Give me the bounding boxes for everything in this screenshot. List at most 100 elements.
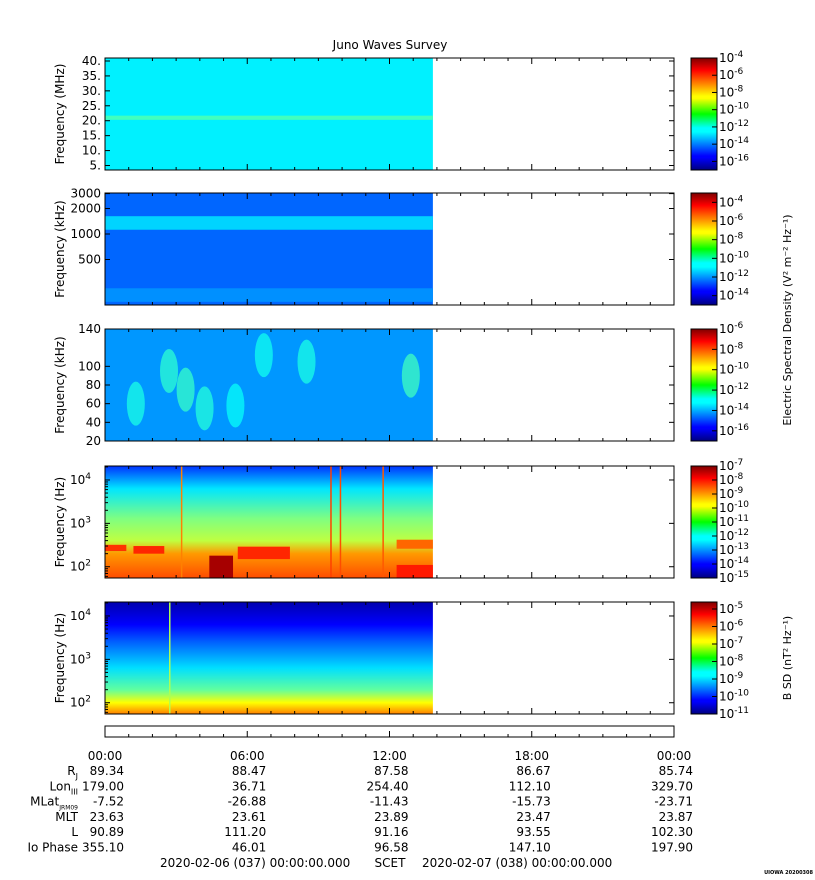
chart-title: Juno Waves Survey bbox=[332, 38, 448, 52]
colorbar-tick-label: 10-8 bbox=[719, 341, 744, 356]
emission-feature bbox=[176, 367, 195, 412]
colorbar-tick-exponent: -4 bbox=[734, 50, 743, 60]
ephemeris-value: 197.90 bbox=[651, 841, 693, 855]
y-tick-label: 40 bbox=[86, 415, 101, 429]
colorbar bbox=[690, 192, 718, 306]
intense-emission bbox=[133, 546, 165, 554]
spectrogram-background bbox=[105, 466, 433, 578]
ephemeris-value: 86.67 bbox=[516, 764, 550, 778]
ephemeris-table: RJ 89.34 88.47 87.58 86.67 85.74 LonIII 179.00 3… bbox=[27, 764, 693, 855]
ephemeris-value: 36.71 bbox=[232, 779, 266, 793]
ephemeris-value: 46.01 bbox=[232, 841, 266, 855]
spectrogram-panel-1: 40.35.30.25.20.15.10.5. Frequency (MHz) 10… bbox=[53, 50, 749, 173]
colorbar-tick-exponent: -16 bbox=[734, 423, 749, 433]
ephemeris-value: 23.61 bbox=[232, 810, 266, 824]
colorbar-tick-exponent: -9 bbox=[734, 486, 743, 496]
colorbar-tick-label: 10-7 bbox=[719, 636, 743, 651]
spectrogram-background bbox=[105, 58, 433, 170]
ephemeris-value: 23.47 bbox=[516, 810, 550, 824]
y-tick-label: 1000 bbox=[70, 227, 101, 241]
ephemeris-value: 88.47 bbox=[232, 764, 266, 778]
y-tick-exponent: 2 bbox=[85, 559, 91, 569]
ephemeris-value: 89.34 bbox=[90, 764, 124, 778]
time-tick-label: 18:00 bbox=[514, 749, 549, 763]
colorbar-tick-label: 10-9 bbox=[719, 486, 744, 501]
y-tick-label: 500 bbox=[78, 252, 101, 266]
spectrogram-panels: 40.35.30.25.20.15.10.5. Frequency (MHz) 10… bbox=[53, 50, 794, 721]
colorbar-tick-exponent: -10 bbox=[734, 362, 749, 372]
y-tick-exponent: 3 bbox=[85, 515, 91, 525]
emission-feature bbox=[254, 333, 273, 378]
colorbar-tick-exponent: -9 bbox=[734, 671, 743, 681]
ephemeris-value: 91.16 bbox=[374, 825, 408, 839]
colorbar-tick-exponent: -11 bbox=[734, 514, 749, 524]
emission-band bbox=[105, 216, 433, 230]
colorbar-tick-label: 10-8 bbox=[719, 654, 744, 669]
y-tick-label: 104 bbox=[70, 472, 91, 487]
footer-end-time: 2020-02-07 (038) 00:00:00.000 bbox=[422, 856, 612, 870]
colorbar-tick-exponent: -4 bbox=[734, 194, 743, 204]
colorbar-tick-exponent: -11 bbox=[734, 706, 749, 716]
spectrogram-background bbox=[105, 602, 433, 714]
colorbar-tick-exponent: -5 bbox=[734, 601, 743, 611]
colorbar-tick-label: 10-8 bbox=[719, 472, 744, 487]
y-axis-label: Frequency (Hz) bbox=[53, 477, 67, 568]
colorbar-tick-label: 10-7 bbox=[719, 458, 743, 473]
ephemeris-value: 23.63 bbox=[90, 810, 124, 824]
y-tick-label: 3000 bbox=[70, 187, 101, 201]
colorbar-tick-label: 10-10 bbox=[719, 362, 749, 377]
spectrogram-panel-3: 140 100 80 60 40 20 Frequency (kHz) 10-6 10-8 10-… bbox=[53, 321, 749, 448]
ephemeris-value: -15.73 bbox=[512, 795, 551, 809]
impulse-line bbox=[169, 602, 171, 714]
y-axis-label: Frequency (Hz) bbox=[53, 613, 67, 704]
version-stamp: UIOWA 20200308 bbox=[764, 870, 813, 876]
ephemeris-label: MLT bbox=[55, 810, 78, 824]
colorbar-tick-label: 10-8 bbox=[719, 232, 744, 247]
intense-emission bbox=[209, 555, 234, 578]
colorbar-tick-exponent: -15 bbox=[734, 570, 749, 580]
colorbar-tick-label: 10-6 bbox=[719, 321, 744, 336]
colorbar-tick-exponent: -8 bbox=[734, 84, 743, 94]
emission-band bbox=[105, 288, 433, 302]
colorbar-tick-exponent: -16 bbox=[734, 153, 749, 163]
colorbar bbox=[690, 465, 718, 579]
ephemeris-label: Io Phase bbox=[27, 841, 78, 855]
y-tick-label: 140 bbox=[78, 322, 101, 336]
colorbar-tick-label: 10-11 bbox=[719, 514, 749, 529]
ephemeris-value: -26.88 bbox=[228, 795, 267, 809]
colorbar-tick-exponent: -10 bbox=[734, 102, 749, 112]
y-tick-label: 30. bbox=[82, 84, 101, 98]
ephemeris-value: 96.58 bbox=[374, 841, 408, 855]
colorbar-tick-label: 10-6 bbox=[719, 213, 744, 228]
colorbar-tick-label: 10-14 bbox=[719, 556, 749, 571]
colorbar-tick-label: 10-4 bbox=[719, 50, 744, 65]
colorbar-tick-label: 10-5 bbox=[719, 601, 743, 616]
y-tick-label: 35. bbox=[82, 69, 101, 83]
y-tick-label: 102 bbox=[70, 695, 91, 710]
colorbar-tick-label: 10-14 bbox=[719, 288, 749, 303]
colorbar-tick-exponent: -12 bbox=[734, 528, 749, 538]
colorbar-tick-label: 10-6 bbox=[719, 619, 744, 634]
time-tick-label: 12:00 bbox=[372, 749, 407, 763]
ephemeris-value: -11.43 bbox=[370, 795, 409, 809]
colorbar-tick-label: 10-10 bbox=[719, 689, 749, 704]
impulse-line bbox=[339, 466, 342, 578]
colorbar-tick-exponent: -12 bbox=[734, 119, 749, 129]
emission-feature bbox=[195, 386, 214, 431]
y-tick-label: 60 bbox=[86, 397, 101, 411]
y-tick-label: 15. bbox=[82, 129, 101, 143]
ephemeris-value: 329.70 bbox=[651, 779, 693, 793]
colorbar-tick-exponent: -14 bbox=[734, 402, 749, 412]
colorbar-tick-exponent: -14 bbox=[734, 556, 749, 566]
y-tick-label: 103 bbox=[70, 651, 91, 666]
colorbar-tick-exponent: -6 bbox=[734, 213, 743, 223]
colorbar-tick-exponent: -8 bbox=[734, 232, 743, 242]
colorbar bbox=[690, 328, 718, 442]
colorbar-tick-exponent: -6 bbox=[734, 321, 743, 331]
ephemeris-value: 102.30 bbox=[651, 825, 693, 839]
colorbar-tick-label: 10-15 bbox=[719, 570, 749, 585]
ephemeris-value: 111.20 bbox=[224, 825, 266, 839]
colorbar-label: Electric Spectral Density (V² m⁻² Hz⁻¹) bbox=[781, 214, 794, 425]
colorbar-tick-label: 10-9 bbox=[719, 671, 744, 686]
